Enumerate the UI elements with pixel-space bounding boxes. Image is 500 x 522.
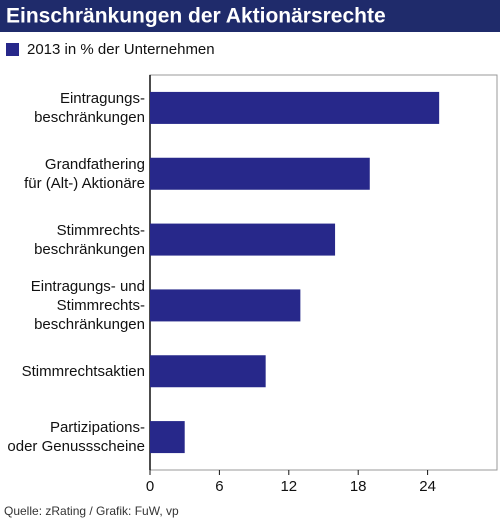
- x-tick-label: 12: [280, 478, 297, 495]
- bar: [150, 223, 336, 256]
- bar: [150, 157, 370, 190]
- plot-frame: [149, 74, 498, 471]
- source-note: Quelle: zRating / Grafik: FuW, vp: [4, 504, 179, 518]
- y-tick-label: Partizipations- oder Genussscheine: [7, 419, 145, 456]
- y-tick-label: Stimmrechtsaktien: [21, 362, 145, 380]
- bar: [150, 289, 301, 322]
- legend-swatch: [6, 43, 19, 56]
- x-tick-label: 6: [215, 478, 223, 495]
- legend-label: 2013 in % der Unternehmen: [27, 41, 215, 58]
- bar: [150, 421, 185, 454]
- x-tick-label: 24: [419, 478, 436, 495]
- x-tick-label: 0: [146, 478, 154, 495]
- bar: [150, 91, 440, 124]
- x-tick-label: 18: [350, 478, 367, 495]
- y-tick-label: Eintragungs- beschränkungen: [34, 89, 145, 126]
- y-tick-label: Grandfathering für (Alt-) Aktionäre: [24, 155, 145, 192]
- chart-title: Einschränkungen der Aktionärsrechte: [6, 5, 386, 28]
- y-tick-label: Eintragungs- und Stimmrechts- beschränku…: [30, 277, 145, 333]
- bar: [150, 355, 266, 388]
- y-tick-label: Stimmrechts- beschränkungen: [34, 221, 145, 258]
- title-bar: [0, 0, 500, 32]
